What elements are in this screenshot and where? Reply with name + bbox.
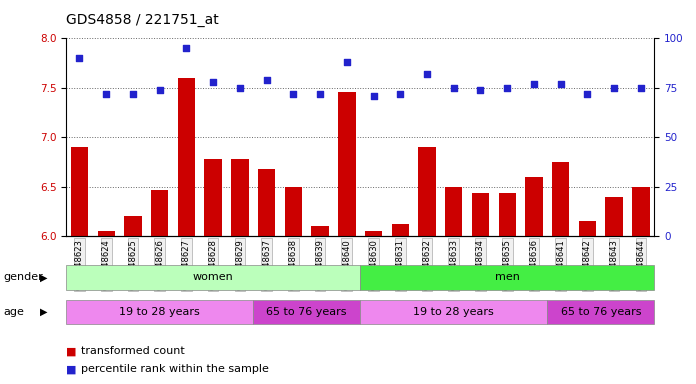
Point [207, 79, 219, 85]
Text: percentile rank within the sample: percentile rank within the sample [81, 364, 269, 374]
Point [475, 87, 486, 93]
Point [635, 85, 647, 91]
Bar [125, 216, 142, 236]
Bar [151, 190, 168, 236]
Text: GDS4858 / 221751_at: GDS4858 / 221751_at [66, 13, 219, 27]
Bar [547, 300, 654, 324]
Point [582, 91, 593, 97]
Bar [66, 265, 361, 290]
Text: 65 to 76 years: 65 to 76 years [267, 307, 347, 317]
Point [315, 91, 326, 97]
Point [74, 55, 85, 61]
Point [528, 81, 539, 87]
Point [395, 91, 406, 97]
Bar [606, 197, 623, 236]
Text: men: men [495, 272, 520, 283]
Text: 19 to 28 years: 19 to 28 years [413, 307, 494, 317]
Point [287, 91, 299, 97]
Bar [231, 159, 248, 236]
Point [181, 45, 192, 51]
Bar [472, 193, 489, 236]
Bar [361, 265, 654, 290]
Bar [365, 231, 382, 236]
Text: gender: gender [3, 272, 43, 283]
Bar [361, 300, 547, 324]
Bar [97, 231, 115, 236]
Text: ▶: ▶ [40, 272, 48, 283]
Point [422, 71, 433, 77]
Bar [177, 78, 195, 236]
Point [448, 85, 459, 91]
Text: ■: ■ [66, 364, 77, 374]
Bar [258, 169, 276, 236]
Bar [525, 177, 543, 236]
Bar [66, 300, 253, 324]
Bar [71, 147, 88, 236]
Text: ▶: ▶ [40, 307, 48, 317]
Bar [578, 221, 596, 236]
Bar [498, 193, 516, 236]
Point [502, 85, 513, 91]
Point [368, 93, 379, 99]
Text: age: age [3, 307, 24, 317]
Text: 19 to 28 years: 19 to 28 years [119, 307, 200, 317]
Bar [418, 147, 436, 236]
Text: women: women [193, 272, 234, 283]
Point [555, 81, 567, 87]
Point [608, 85, 619, 91]
Point [101, 91, 112, 97]
Bar [253, 300, 361, 324]
Text: 65 to 76 years: 65 to 76 years [560, 307, 641, 317]
Text: transformed count: transformed count [81, 346, 185, 356]
Point [154, 87, 165, 93]
Text: ■: ■ [66, 346, 77, 356]
Point [261, 77, 272, 83]
Bar [445, 187, 462, 236]
Bar [552, 162, 569, 236]
Bar [392, 224, 409, 236]
Bar [632, 187, 649, 236]
Point [235, 85, 246, 91]
Bar [311, 226, 329, 236]
Bar [338, 92, 356, 236]
Point [341, 59, 352, 65]
Bar [285, 187, 302, 236]
Bar [205, 159, 222, 236]
Point [127, 91, 139, 97]
